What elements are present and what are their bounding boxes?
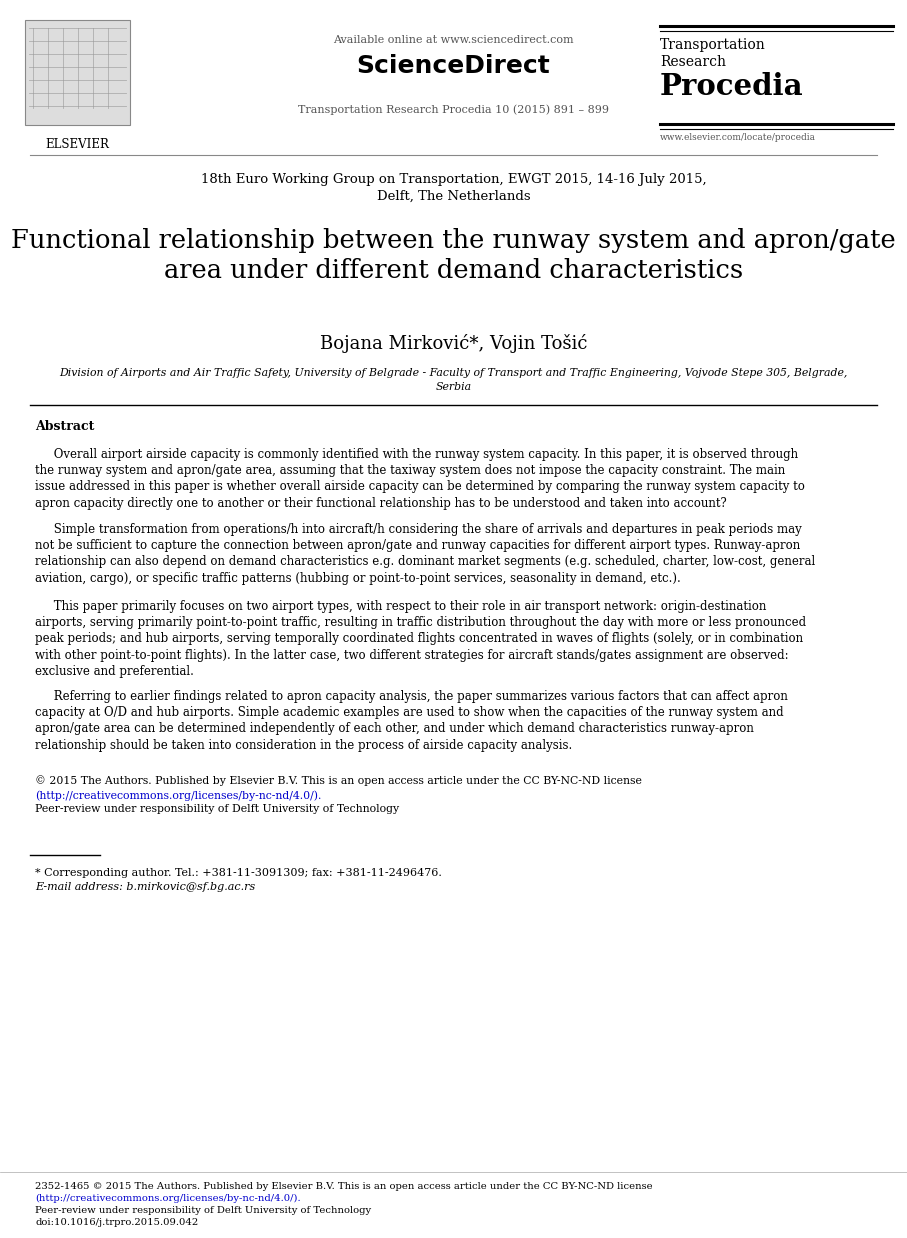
Text: (http://creativecommons.org/licenses/by-nc-nd/4.0/).: (http://creativecommons.org/licenses/by-…: [35, 790, 321, 801]
Text: * Corresponding author. Tel.: +381-11-3091309; fax: +381-11-2496476.: * Corresponding author. Tel.: +381-11-30…: [35, 868, 442, 878]
Text: E-mail address: b.mirkovic@sf.bg.ac.rs: E-mail address: b.mirkovic@sf.bg.ac.rs: [35, 881, 255, 893]
Text: (http://creativecommons.org/licenses/by-nc-nd/4.0/).: (http://creativecommons.org/licenses/by-…: [35, 1193, 300, 1203]
Text: Transportation Research Procedia 10 (2015) 891 – 899: Transportation Research Procedia 10 (201…: [298, 104, 609, 115]
Text: Overall airport airside capacity is commonly identified with the runway system c: Overall airport airside capacity is comm…: [35, 448, 805, 510]
Text: Division of Airports and Air Traffic Safety, University of Belgrade - Faculty of: Division of Airports and Air Traffic Saf…: [59, 368, 848, 378]
Text: Serbia: Serbia: [435, 383, 472, 392]
Text: ELSEVIER: ELSEVIER: [45, 137, 110, 151]
Text: © 2015 The Authors. Published by Elsevier B.V. This is an open access article un: © 2015 The Authors. Published by Elsevie…: [35, 775, 642, 786]
Text: This paper primarily focuses on two airport types, with respect to their role in: This paper primarily focuses on two airp…: [35, 600, 806, 677]
Text: Available online at www.sciencedirect.com: Available online at www.sciencedirect.co…: [333, 35, 574, 45]
Text: Peer-review under responsibility of Delft University of Technology: Peer-review under responsibility of Delf…: [35, 803, 399, 815]
Text: Functional relationship between the runway system and apron/gate
area under diff: Functional relationship between the runw…: [11, 228, 896, 284]
Text: Research: Research: [660, 54, 726, 69]
Text: Simple transformation from operations/h into aircraft/h considering the share of: Simple transformation from operations/h …: [35, 522, 815, 584]
Text: Abstract: Abstract: [35, 420, 94, 433]
Text: 2352-1465 © 2015 The Authors. Published by Elsevier B.V. This is an open access : 2352-1465 © 2015 The Authors. Published …: [35, 1182, 653, 1191]
Text: Transportation: Transportation: [660, 38, 766, 52]
Text: www.elsevier.com/locate/procedia: www.elsevier.com/locate/procedia: [660, 132, 816, 142]
Text: Peer-review under responsibility of Delft University of Technology: Peer-review under responsibility of Delf…: [35, 1206, 371, 1214]
Text: Procedia: Procedia: [660, 72, 804, 102]
Text: Bojana Mirković*, Vojin Tošić: Bojana Mirković*, Vojin Tošić: [320, 334, 587, 353]
Text: doi:10.1016/j.trpro.2015.09.042: doi:10.1016/j.trpro.2015.09.042: [35, 1218, 199, 1227]
Text: ScienceDirect: ScienceDirect: [356, 54, 551, 78]
Text: Referring to earlier findings related to apron capacity analysis, the paper summ: Referring to earlier findings related to…: [35, 690, 788, 751]
FancyBboxPatch shape: [25, 20, 130, 125]
Text: 18th Euro Working Group on Transportation, EWGT 2015, 14-16 July 2015,
Delft, Th: 18th Euro Working Group on Transportatio…: [200, 173, 707, 203]
